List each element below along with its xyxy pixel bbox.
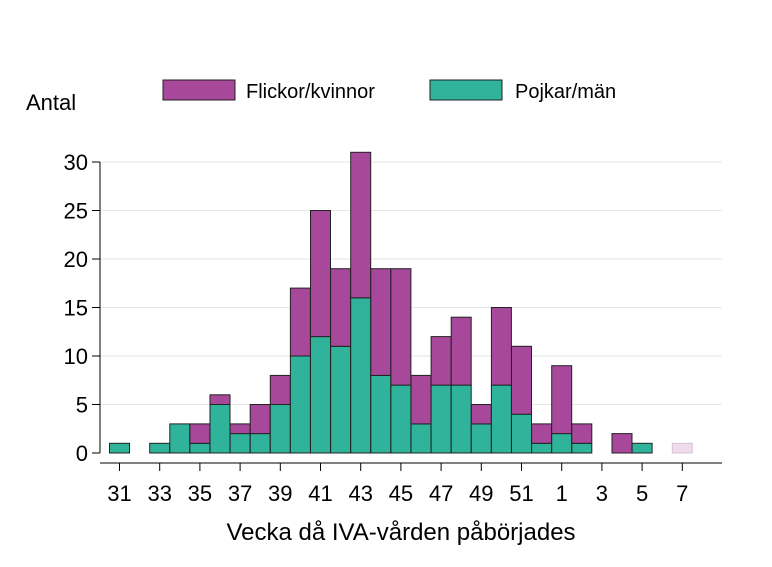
bar-pojkar-vecka-47 (430, 384, 452, 454)
y-tick-label: 20 (64, 247, 88, 272)
bar-flickor-vecka-39 (269, 374, 291, 405)
x-tick-label: 33 (147, 481, 171, 506)
bar-flickor-vecka-36 (209, 394, 231, 405)
bar-flickor-vecka-4 (611, 433, 633, 454)
legend-swatch-flickor (162, 79, 236, 101)
bar-flickor-vecka-37 (229, 423, 251, 435)
bar-pojkar-vecka-50 (490, 384, 512, 454)
legend-swatch-pojkar (429, 79, 503, 101)
y-tick-label: 25 (64, 199, 88, 224)
x-tick-label: 35 (188, 481, 212, 506)
bar-pojkar-vecka-45 (390, 384, 412, 454)
y-tick-label: 0 (76, 441, 88, 466)
bar-pojkar-vecka-44 (370, 374, 392, 454)
bar-pojkar-vecka-34 (169, 423, 191, 454)
bar-flickor-vecka-51 (511, 345, 532, 415)
x-tick-label: 1 (556, 481, 568, 506)
bar-pojkar-vecka-49 (470, 423, 492, 454)
legend: Flickor/kvinnor Pojkar/män (162, 79, 616, 103)
bar-flickor-vecka-42 (330, 268, 352, 347)
bar-flickor-vecka-1 (551, 365, 573, 435)
bar-flickor-vecka-52 (531, 423, 553, 444)
x-tick-label: 47 (429, 481, 453, 506)
x-tick-label: 31 (107, 481, 131, 506)
bar-pojkar-vecka-46 (410, 423, 432, 454)
x-tick-label: 37 (228, 481, 252, 506)
x-tick-label: 45 (389, 481, 413, 506)
bar-pojkar-vecka-37 (229, 433, 251, 454)
bar-pojkar-vecka-42 (330, 345, 352, 454)
x-axis: 31 33 35 37 39 41 43 45 47 49 51 1 3 5 7 (100, 462, 722, 506)
bar-pojkar-vecka-43 (350, 297, 372, 454)
bar-pojkar-vecka-36 (209, 404, 231, 454)
y-tick-label: 30 (64, 150, 88, 175)
bar-flickor-vecka-46 (410, 374, 432, 425)
bar-pojkar-vecka-39 (269, 404, 291, 454)
bar-flickor-vecka-49 (470, 404, 492, 425)
x-tick-label: 49 (469, 481, 493, 506)
bar-incomplete-vecka-7 (671, 442, 693, 454)
bar-pojkar-vecka-5 (631, 442, 653, 454)
bar-flickor-vecka-2 (571, 423, 593, 444)
x-tick-label: 3 (596, 481, 608, 506)
legend-label-pojkar: Pojkar/män (515, 81, 616, 103)
x-axis-label: Vecka då IVA-vården påbörjades (226, 519, 575, 546)
bar-flickor-vecka-38 (249, 404, 271, 435)
bar-flickor-vecka-48 (450, 316, 472, 386)
bar-flickor-vecka-35 (189, 423, 211, 444)
bar-flickor-vecka-41 (310, 210, 331, 338)
y-axis-label: Antal (26, 90, 76, 115)
x-tick-label: 5 (636, 481, 648, 506)
bars (109, 151, 693, 454)
bar-pojkar-vecka-40 (289, 355, 311, 454)
bar-pojkar-vecka-1 (551, 433, 573, 454)
bar-pojkar-vecka-2 (571, 442, 593, 454)
bar-pojkar-vecka-48 (450, 384, 472, 454)
bar-flickor-vecka-43 (350, 151, 372, 299)
bar-pojkar-vecka-38 (249, 433, 271, 454)
bar-flickor-vecka-47 (430, 336, 452, 386)
x-tick-label: 43 (348, 481, 372, 506)
y-tick-label: 10 (64, 344, 88, 369)
x-tick-label: 51 (509, 481, 533, 506)
y-tick-label: 15 (64, 296, 88, 321)
bar-flickor-vecka-40 (289, 287, 311, 357)
bar-pojkar-vecka-33 (149, 442, 171, 454)
y-axis: 0 5 10 15 20 25 30 (64, 150, 101, 466)
bar-flickor-vecka-44 (370, 268, 392, 376)
bar-pojkar-vecka-35 (189, 442, 211, 454)
x-tick-label: 41 (308, 481, 332, 506)
bar-flickor-vecka-45 (390, 268, 412, 386)
bar-pojkar-vecka-51 (511, 413, 532, 454)
bar-flickor-vecka-50 (490, 307, 512, 386)
x-tick-label: 39 (268, 481, 292, 506)
bar-pojkar-vecka-52 (531, 442, 553, 454)
bar-pojkar-vecka-31 (109, 442, 130, 454)
y-tick-label: 5 (76, 393, 88, 418)
x-tick-label: 7 (676, 481, 688, 506)
legend-label-flickor: Flickor/kvinnor (246, 81, 375, 103)
bar-pojkar-vecka-41 (310, 336, 331, 454)
